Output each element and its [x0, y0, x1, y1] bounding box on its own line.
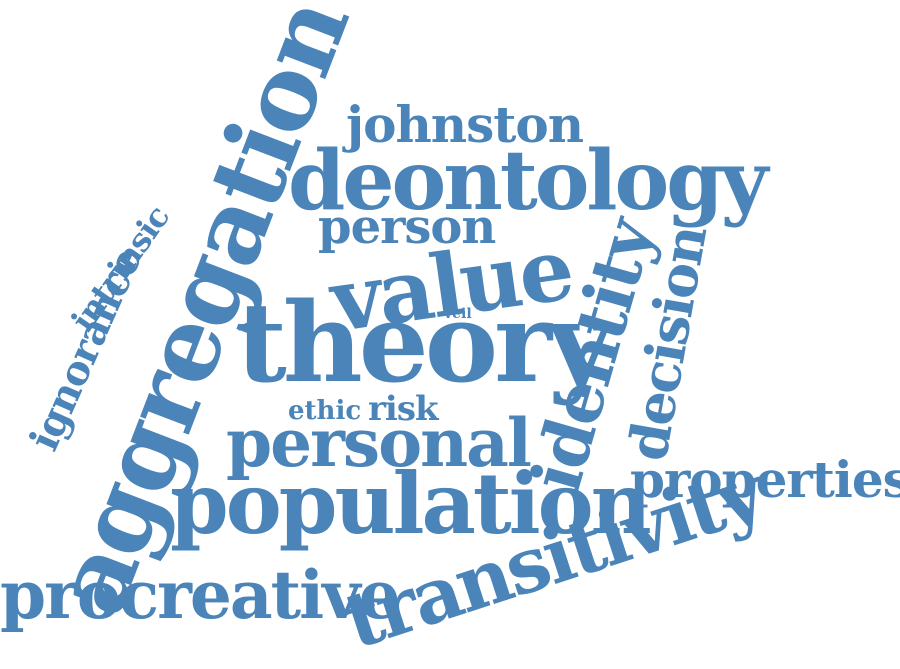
word-veil: veil: [444, 306, 472, 322]
word-personal: personal: [226, 404, 532, 482]
word-ethic: ethic: [288, 396, 362, 426]
word-population: population: [170, 454, 652, 553]
word-person: person: [318, 199, 496, 255]
word-risk: risk: [368, 389, 439, 429]
word-johnston: johnston: [346, 95, 584, 154]
word-procreative: procreative: [0, 556, 401, 634]
word-theory: theory: [236, 278, 612, 407]
word-properties: properties: [630, 450, 900, 509]
word-deontology: deontology: [288, 133, 768, 229]
